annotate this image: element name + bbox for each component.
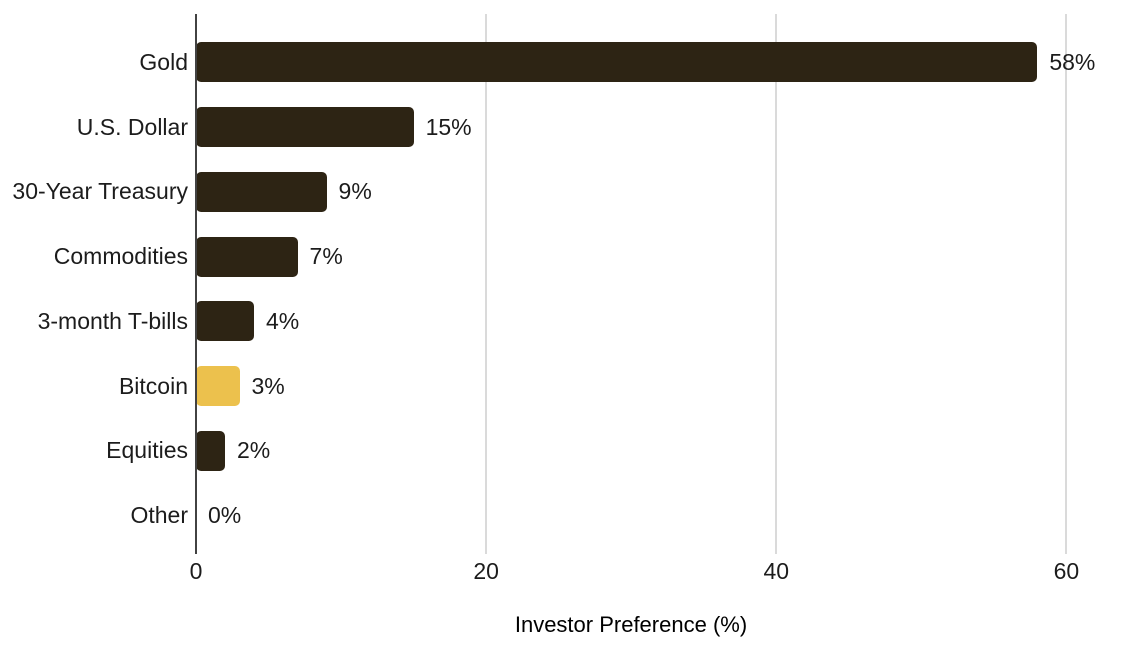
- bar-30-year-treasury: [196, 171, 327, 212]
- bar-zone-equities: 2%: [196, 430, 1136, 471]
- y-axis-line: [195, 14, 197, 554]
- bar-gold: [196, 42, 1038, 83]
- value-label-u-s-dollar: 15%: [425, 113, 472, 140]
- value-label-other: 0%: [208, 502, 242, 529]
- category-label-commodities: Commodities: [53, 243, 188, 270]
- x-tick-label-40: 40: [763, 558, 790, 584]
- x-tick-label-0: 0: [189, 558, 203, 584]
- value-label-gold: 58%: [1049, 48, 1096, 75]
- value-label-30-year-treasury: 9%: [338, 178, 372, 205]
- chart-row-other: Other 0%: [0, 483, 1136, 548]
- bar-equities: [196, 430, 225, 471]
- value-label-equities: 2%: [237, 437, 271, 464]
- bar-zone-3-month-t-bills: 4%: [196, 301, 1136, 342]
- bar-zone-gold: 58%: [196, 42, 1136, 83]
- x-tick-label-20: 20: [473, 558, 499, 584]
- gridline-60: [1065, 14, 1068, 554]
- chart-row-gold: Gold 58%: [0, 30, 1136, 95]
- bar-zone-30-year-treasury: 9%: [196, 171, 1136, 212]
- chart-row-30-year-treasury: 30-Year Treasury 9%: [0, 160, 1136, 225]
- value-label-commodities: 7%: [309, 243, 343, 270]
- gridline-40: [775, 14, 778, 554]
- bar-zone-bitcoin: 3%: [196, 366, 1136, 407]
- bar-3-month-t-bills: [196, 301, 255, 342]
- value-label-3-month-t-bills: 4%: [266, 307, 300, 334]
- chart-row-bitcoin: Bitcoin 3%: [0, 354, 1136, 419]
- category-label-30-year-treasury: 30-Year Treasury: [12, 178, 188, 205]
- chart-row-u-s-dollar: U.S. Dollar 15%: [0, 95, 1136, 160]
- bar-u-s-dollar: [196, 107, 414, 148]
- category-label-equities: Equities: [106, 437, 188, 464]
- chart-row-commodities: Commodities 7%: [0, 224, 1136, 289]
- x-tick-label-60: 60: [1053, 558, 1080, 584]
- gridline-20: [485, 14, 488, 554]
- bar-zone-commodities: 7%: [196, 236, 1136, 277]
- chart-row-equities: Equities 2%: [0, 419, 1136, 484]
- category-label-u-s-dollar: U.S. Dollar: [76, 113, 188, 140]
- bar-zone-u-s-dollar: 15%: [196, 107, 1136, 148]
- category-label-bitcoin: Bitcoin: [118, 372, 188, 399]
- value-label-bitcoin: 3%: [251, 372, 285, 399]
- bar-commodities: [196, 236, 298, 277]
- chart-rows: Gold 58% U.S. Dollar 15% 30-Year Treasury 9% C…: [0, 30, 1136, 548]
- bar-zone-other: 0%: [196, 496, 1136, 536]
- category-label-3-month-t-bills: 3-month T-bills: [37, 307, 188, 334]
- bar-bitcoin: [196, 366, 240, 407]
- category-label-gold: Gold: [139, 48, 188, 75]
- chart-row-3-month-t-bills: 3-month T-bills 4%: [0, 289, 1136, 354]
- x-axis-title: Investor Preference (%): [514, 612, 748, 637]
- category-label-other: Other: [130, 502, 188, 529]
